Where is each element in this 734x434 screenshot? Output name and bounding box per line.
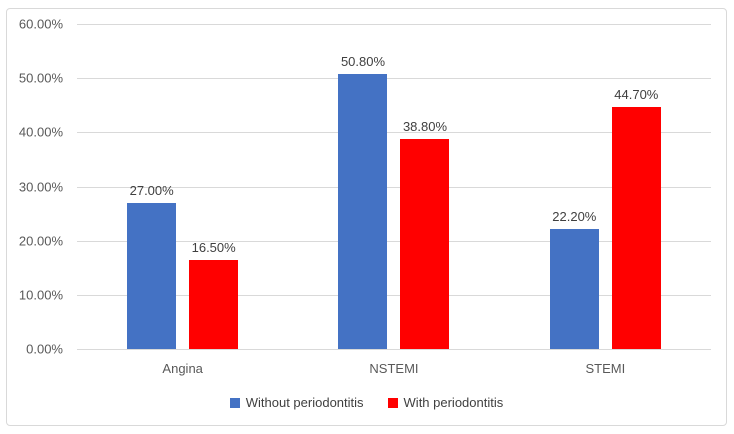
legend: Without periodontitis With periodontitis (7, 395, 726, 410)
bar-group-nstemi: 50.80% 38.80% (288, 24, 499, 349)
y-axis-tick-label: 40.00% (18, 124, 63, 140)
data-label: 16.50% (191, 239, 236, 255)
category-label-angina: Angina (162, 361, 203, 376)
legend-item: Without periodontitis (229, 395, 364, 410)
legend-label: Without periodontitis (245, 395, 364, 410)
data-label: 38.80% (402, 118, 448, 134)
legend-swatch-icon (229, 397, 240, 408)
legend-item: With periodontitis (387, 395, 504, 410)
bar-group-angina: 27.00% 16.50% (77, 24, 288, 349)
data-label: 44.70% (614, 86, 659, 102)
bar-blue-angina: 27.00% (127, 183, 177, 349)
gridline (77, 240, 711, 242)
gridline (77, 349, 711, 350)
gridline (77, 186, 711, 188)
bar-chart: 0.00% 10.00% 20.00% 30.00% 40.00% 50.00% 60.00… (6, 8, 727, 426)
gridline (77, 294, 711, 296)
bar-red-nstemi: 38.80% (400, 119, 450, 349)
data-label: 50.80% (340, 53, 386, 69)
bar-blue-stemi: 22.20% (549, 209, 599, 349)
y-axis-tick-label: 30.00% (18, 179, 63, 194)
category-label-stemi: STEMI (585, 361, 626, 376)
x-axis-labels: Angina NSTEMI STEMI (77, 361, 711, 376)
bar-groups: 27.00% 16.50% 50.80% 38.80% 22.20% 44.70% (77, 24, 711, 349)
legend-label: With periodontitis (403, 395, 504, 410)
bar-group-stemi: 22.20% 44.70% (500, 24, 711, 349)
plot-area: 0.00% 10.00% 20.00% 30.00% 40.00% 50.00% 60.00… (19, 18, 711, 356)
bar-red-stemi: 44.70% (611, 87, 661, 349)
y-axis-tick-label: 0.00% (26, 341, 63, 357)
category-label-nstemi: NSTEMI (369, 361, 419, 376)
gridline (77, 132, 711, 134)
data-label: 27.00% (129, 182, 174, 198)
data-label: 22.20% (552, 208, 597, 224)
gridline (77, 24, 711, 25)
bar-blue-nstemi: 50.80% (338, 54, 388, 349)
y-axis-tick-label: 20.00% (18, 233, 63, 249)
bar-red-angina: 16.50% (189, 240, 239, 349)
gridline (77, 78, 711, 80)
y-axis-tick-label: 10.00% (18, 287, 63, 303)
legend-swatch-icon (387, 397, 398, 408)
y-axis-tick-label: 50.00% (18, 70, 63, 86)
y-axis-tick-label: 60.00% (18, 16, 63, 32)
